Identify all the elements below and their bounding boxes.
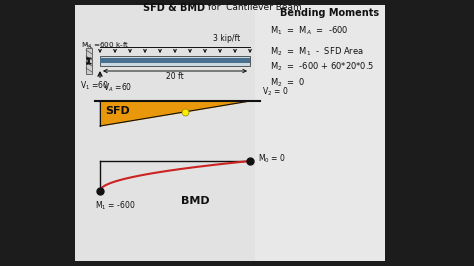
Text: Bending Moments: Bending Moments bbox=[281, 8, 380, 18]
Text: V$_2$ = 0: V$_2$ = 0 bbox=[262, 85, 289, 98]
Text: M$_1$ = -600: M$_1$ = -600 bbox=[95, 199, 136, 211]
Bar bbox=[100, 56, 250, 66]
Polygon shape bbox=[100, 101, 250, 126]
Text: M$_0$ = 0: M$_0$ = 0 bbox=[258, 153, 286, 165]
Text: M$_1$  =  M$_A$  =  -600: M$_1$ = M$_A$ = -600 bbox=[270, 25, 348, 37]
Text: SFD & BMD: SFD & BMD bbox=[143, 3, 205, 13]
Text: 20 ft: 20 ft bbox=[166, 72, 184, 81]
Bar bbox=[86, 48, 92, 74]
Bar bbox=[75, 5, 385, 261]
Text: V$_A$ =60: V$_A$ =60 bbox=[103, 82, 132, 94]
Text: for  Cantilever Beam: for Cantilever Beam bbox=[205, 3, 302, 13]
Text: V$_1$ =60: V$_1$ =60 bbox=[80, 80, 109, 92]
Text: M$_A$ =600 k-ft: M$_A$ =600 k-ft bbox=[81, 41, 129, 51]
Text: SFD: SFD bbox=[105, 106, 130, 116]
Text: M$_2$  =  0: M$_2$ = 0 bbox=[270, 77, 306, 89]
Bar bbox=[100, 58, 250, 63]
Bar bbox=[255, 5, 385, 261]
Text: M$_2$  =  -600 + 60*20*0.5: M$_2$ = -600 + 60*20*0.5 bbox=[270, 61, 374, 73]
Text: M$_2$  =  M$_1$  -  SFD Area: M$_2$ = M$_1$ - SFD Area bbox=[270, 46, 364, 58]
Text: BMD: BMD bbox=[181, 196, 210, 206]
Text: 3 kip/ft: 3 kip/ft bbox=[213, 34, 240, 43]
